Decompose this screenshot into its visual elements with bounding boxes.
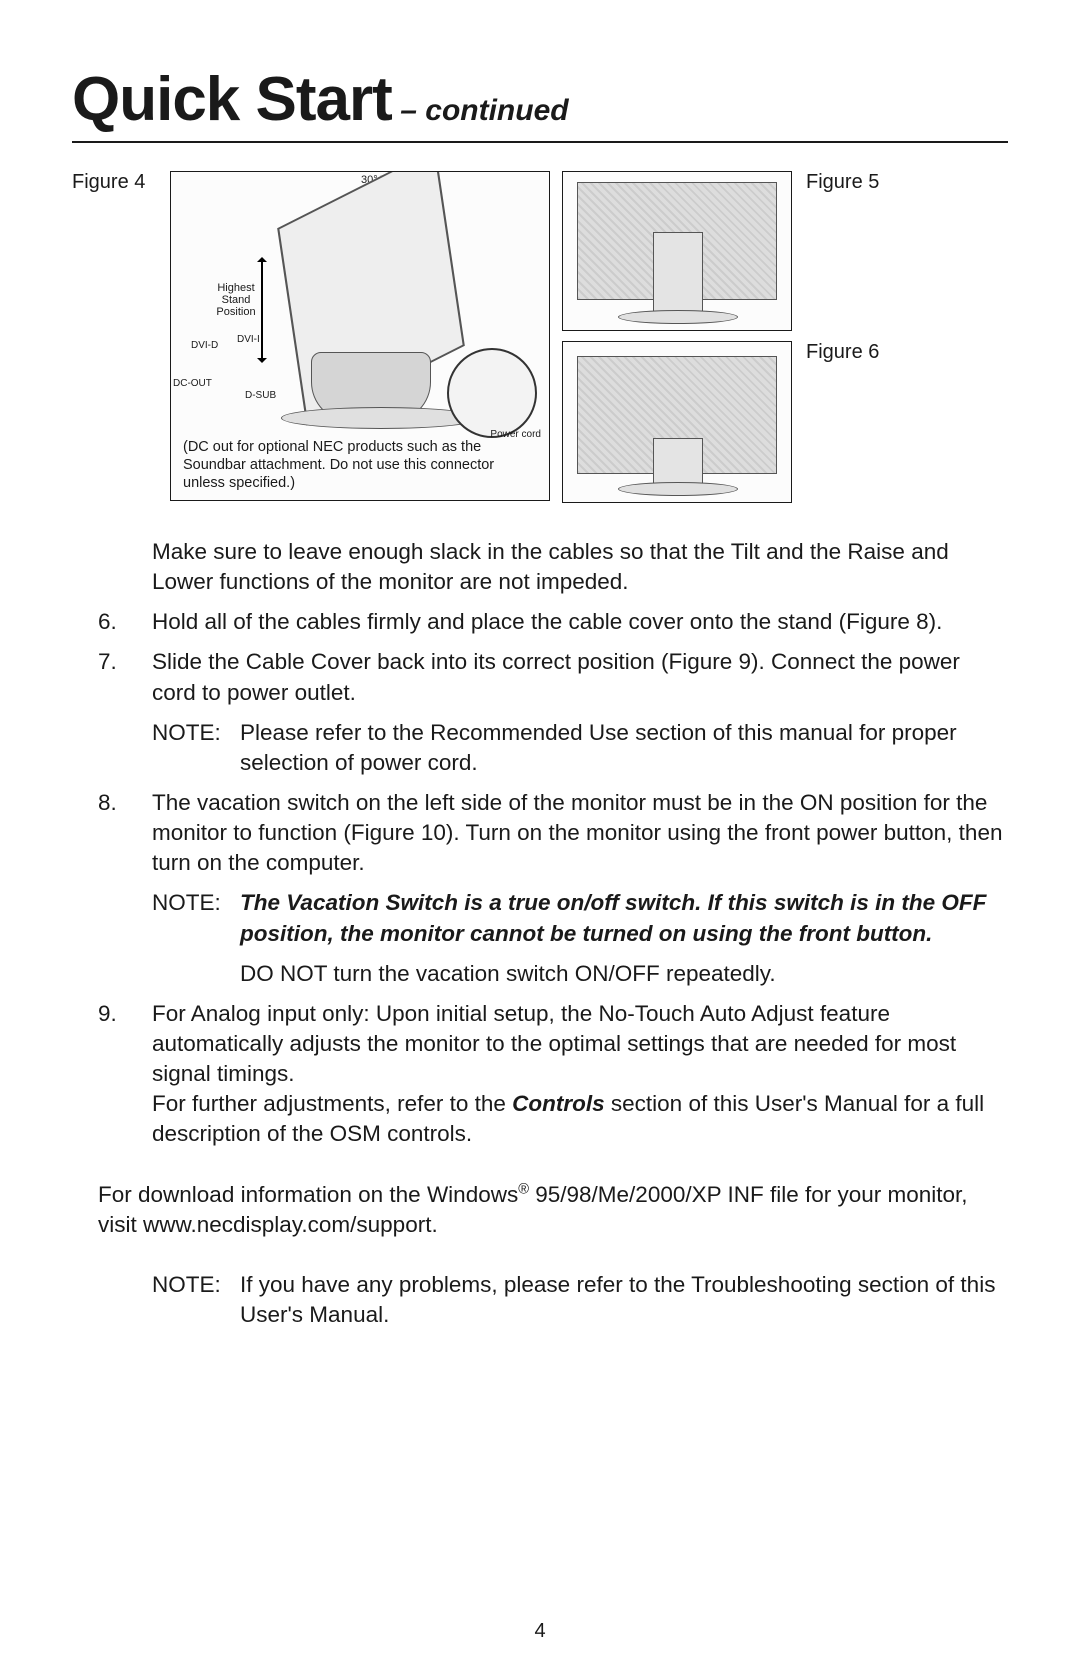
step-7-note: NOTE: Please refer to the Recommended Us… xyxy=(152,718,1008,778)
step-9: 9. For Analog input only: Upon initial s… xyxy=(98,999,1008,1150)
registered-mark: ® xyxy=(518,1181,529,1197)
note-text: DO NOT turn the vacation switch ON/OFF r… xyxy=(240,959,1008,989)
figure-5-illustration xyxy=(562,171,792,331)
download-paragraph: For download information on the Windows®… xyxy=(98,1180,1008,1240)
highest-stand-position-label: Highest Stand Position xyxy=(209,282,263,318)
step-text: Hold all of the cables firmly and place … xyxy=(152,607,1008,637)
figure-6-illustration xyxy=(562,341,792,503)
figure-4-caption: (DC out for optional NEC products such a… xyxy=(183,438,537,492)
port-dvi-d-label: DVI-D xyxy=(191,340,218,351)
figure-6-label: Figure 6 xyxy=(806,341,879,364)
controls-bold: Controls xyxy=(512,1091,605,1116)
note-text: If you have any problems, please refer t… xyxy=(240,1270,1008,1330)
figure-5-block: Figure 5 xyxy=(562,171,879,331)
figure-4-block: Figure 4 30° Tilt Highest Stand Position… xyxy=(72,171,550,503)
note-label: NOTE: xyxy=(152,1270,240,1330)
step-text: For Analog input only: Upon initial setu… xyxy=(152,999,1008,1150)
step-number: 9. xyxy=(98,999,152,1150)
note-label: NOTE: xyxy=(152,718,240,778)
monitor-base-icon xyxy=(618,310,738,324)
port-dc-out-label: DC-OUT xyxy=(173,378,212,389)
note-spacer xyxy=(152,959,240,989)
page-title: Quick Start xyxy=(72,65,392,134)
note-bold-text: The Vacation Switch is a true on/off swi… xyxy=(240,890,986,945)
port-dsub-label: D-SUB xyxy=(245,390,276,401)
note-text: Please refer to the Recommended Use sect… xyxy=(240,718,1008,778)
monitor-stand-icon xyxy=(653,232,703,312)
download-pre: For download information on the Windows xyxy=(98,1182,518,1207)
figure-5-label: Figure 5 xyxy=(806,171,879,194)
note-text: The Vacation Switch is a true on/off swi… xyxy=(240,888,1008,948)
figure-4-illustration: 30° Tilt Highest Stand Position DVI-D DV… xyxy=(170,171,550,501)
step-8-note-2: DO NOT turn the vacation switch ON/OFF r… xyxy=(152,959,1008,989)
step-number: 7. xyxy=(98,647,152,707)
step-number: 8. xyxy=(98,788,152,878)
step-7: 7. Slide the Cable Cover back into its c… xyxy=(98,647,1008,707)
step-9-text-a: For Analog input only: Upon initial setu… xyxy=(152,1001,956,1086)
monitor-base-icon xyxy=(618,482,738,496)
step-6: 6. Hold all of the cables firmly and pla… xyxy=(98,607,1008,637)
step-9-text-b-pre: For further adjustments, refer to the xyxy=(152,1091,512,1116)
step-8: 8. The vacation switch on the left side … xyxy=(98,788,1008,878)
step-8-note: NOTE: The Vacation Switch is a true on/o… xyxy=(152,888,1008,948)
figure-row: Figure 4 30° Tilt Highest Stand Position… xyxy=(72,171,1008,503)
final-note: NOTE: If you have any problems, please r… xyxy=(152,1270,1008,1330)
page-title-continued: – continued xyxy=(400,94,568,127)
detail-circle-icon xyxy=(447,348,537,438)
step-text: Slide the Cable Cover back into its corr… xyxy=(152,647,1008,707)
page-number: 4 xyxy=(0,1620,1080,1643)
document-page: Quick Start – continued Figure 4 30° Til… xyxy=(0,0,1080,1669)
figure-6-block: Figure 6 xyxy=(562,341,879,503)
intro-paragraph: Make sure to leave enough slack in the c… xyxy=(152,537,1008,597)
page-title-block: Quick Start – continued xyxy=(72,64,1008,143)
figure-4-label: Figure 4 xyxy=(72,171,162,503)
step-number: 6. xyxy=(98,607,152,637)
step-text: The vacation switch on the left side of … xyxy=(152,788,1008,878)
body-text-area: Make sure to leave enough slack in the c… xyxy=(72,537,1008,1330)
port-dvi-i-label: DVI-I xyxy=(237,334,260,345)
figure-right-column: Figure 5 Figure 6 xyxy=(562,171,879,503)
note-label: NOTE: xyxy=(152,888,240,948)
